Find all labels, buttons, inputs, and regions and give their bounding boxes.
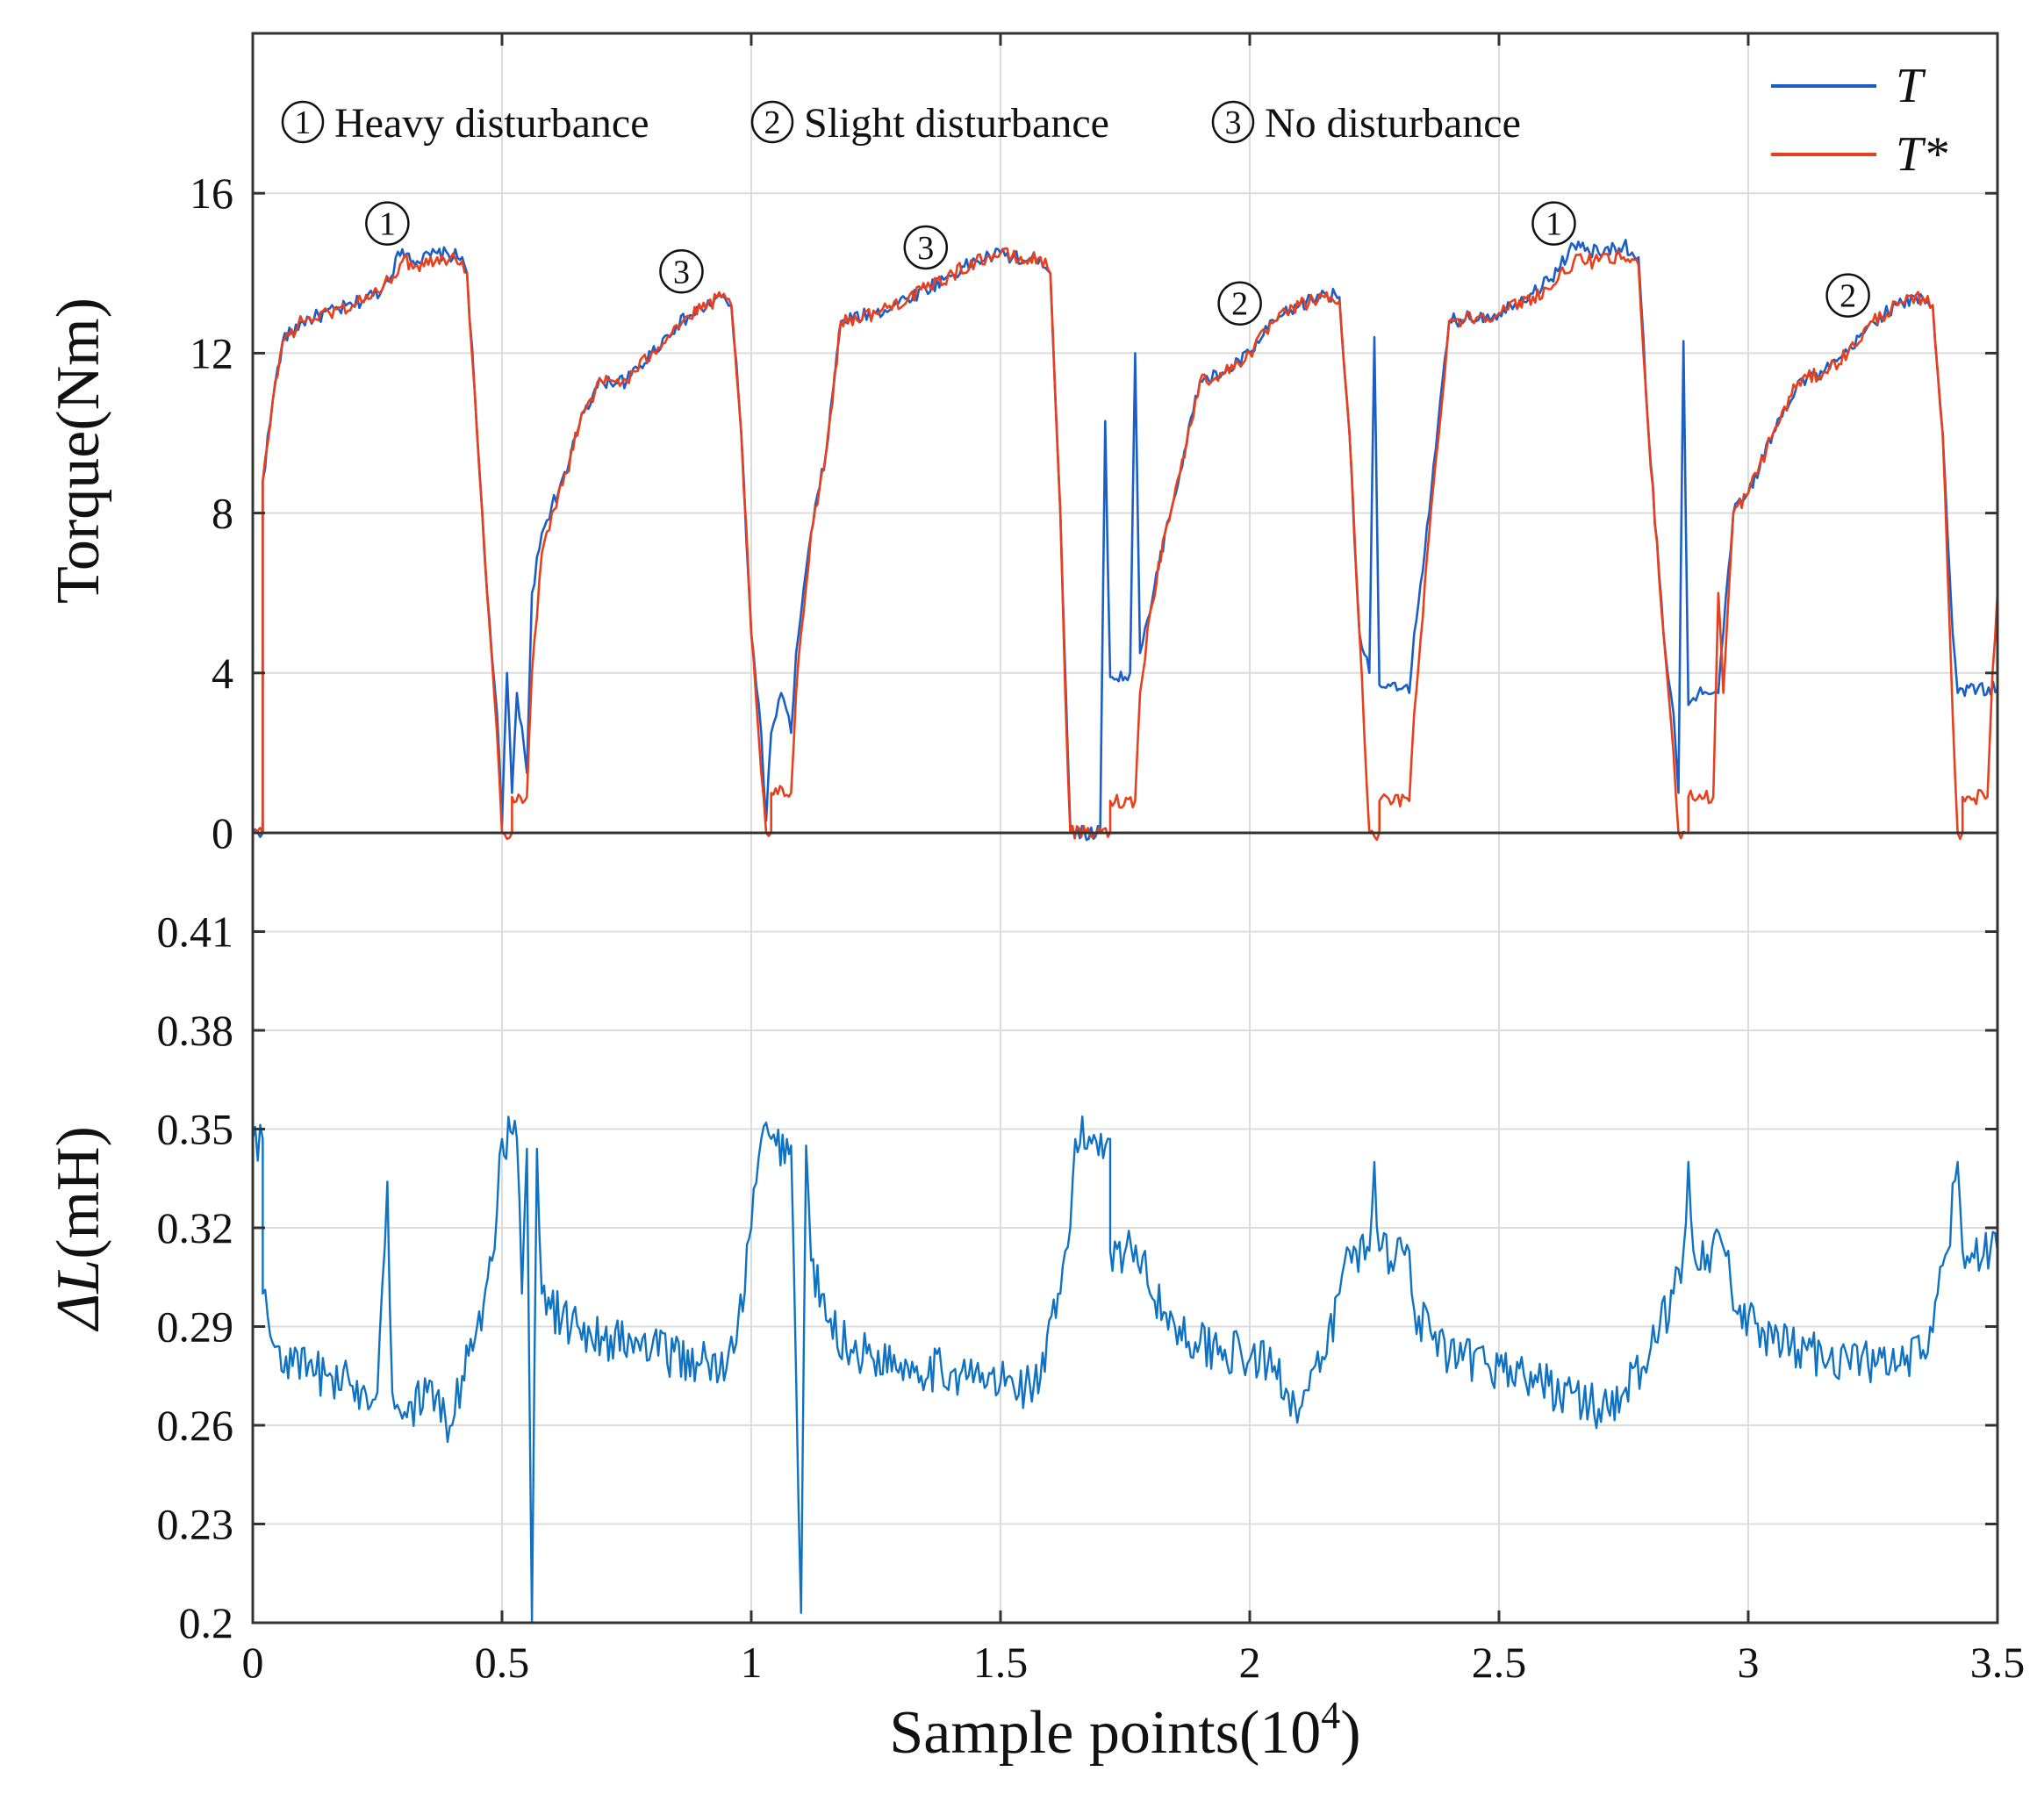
- top-grid: [252, 33, 1998, 834]
- annotation-label: Heavy disturbance: [334, 100, 649, 147]
- delta-l-symbol: ΔL: [45, 1259, 112, 1332]
- marker-number: 2: [1231, 286, 1248, 323]
- bottom-y-ticks: 0.2 0.23 0.26 0.29 0.32 0.35 0.38 0.41: [157, 907, 1997, 1647]
- bottom-y-tick-label: 0.2: [179, 1598, 234, 1647]
- bottom-y-tick-label: 0.23: [157, 1500, 234, 1549]
- circled-marker: 3: [659, 249, 704, 294]
- bottom-panel: 0.2 0.23 0.26 0.29 0.32 0.35 0.38 0.41 0 0.5 1 1.5…: [45, 33, 2025, 1767]
- annotation-circle: [1211, 100, 1255, 144]
- top-y-tick-label: 16: [190, 169, 233, 218]
- bottom-grid: [252, 833, 1998, 1624]
- marker-number: 3: [673, 254, 690, 290]
- bottom-y-tick-label: 0.38: [157, 1006, 234, 1055]
- x-ticks: 0 0.5 1 1.5 2 2.5 3 3.5: [242, 33, 2026, 1687]
- x-tick-label: 1.5: [973, 1638, 1029, 1687]
- marker-circle: [1217, 281, 1262, 326]
- annotation-item: 1 Heavy disturbance: [281, 100, 649, 147]
- legend-item: T*: [1771, 127, 1947, 182]
- x-tick-label: 1: [741, 1638, 763, 1687]
- annotation-circle: [750, 100, 794, 144]
- x-tick-label: 0: [242, 1638, 264, 1687]
- top-plot-frame: [251, 32, 1999, 835]
- series-line-t-star: [252, 247, 1999, 842]
- x-tick-label: 2: [1239, 1638, 1261, 1687]
- marker-circle: [903, 225, 949, 270]
- circled-marker: 2: [1825, 273, 1870, 318]
- legend: T T*: [1771, 59, 1947, 182]
- top-y-tick-label: 4: [212, 649, 233, 698]
- bottom-y-tick-label: 0.32: [157, 1203, 234, 1252]
- xlabel-close: ): [1340, 1699, 1360, 1767]
- marker-number: 2: [1840, 278, 1856, 315]
- bottom-y-tick-label: 0.41: [157, 907, 234, 957]
- legend-label: T: [1896, 59, 1926, 113]
- x-tick-label: 0.5: [475, 1638, 530, 1687]
- xlabel-main: Sample points(10: [889, 1699, 1321, 1767]
- xlabel-exponent: 4: [1321, 1694, 1340, 1737]
- top-y-tick-label: 0: [212, 808, 233, 857]
- marker-circle: [1825, 273, 1870, 318]
- circled-marker: 3: [903, 225, 949, 270]
- series-line-t: [251, 239, 1999, 842]
- legend-item: T: [1771, 59, 1926, 113]
- annotation-number: 2: [764, 104, 781, 141]
- annotation-item: 2 Slight disturbance: [750, 100, 1109, 147]
- marker-circle: [1531, 201, 1576, 246]
- annotation-number: 3: [1225, 104, 1242, 141]
- x-tick-label: 3.5: [1970, 1638, 2026, 1687]
- circled-marker: 2: [1217, 281, 1262, 326]
- x-tick-label: 3: [1738, 1638, 1760, 1687]
- series-line-delta-l: [251, 1115, 1999, 1624]
- legend-label: T*: [1896, 127, 1947, 182]
- circled-marker: 1: [1531, 201, 1576, 246]
- delta-l-unit: (mH): [45, 1126, 112, 1259]
- annotation-circle: [281, 100, 325, 144]
- marker-number: 1: [1546, 206, 1562, 243]
- marker-circle: [365, 201, 410, 246]
- annotation-item: 3 No disturbance: [1211, 100, 1521, 147]
- annotation-label: Slight disturbance: [804, 100, 1109, 147]
- marker-number: 1: [379, 206, 396, 243]
- sample-points-axis-label: Sample points(104): [889, 1694, 1360, 1767]
- annotation-label: No disturbance: [1265, 100, 1521, 147]
- circled-marker: 1: [365, 201, 410, 246]
- annotation-number: 1: [295, 104, 312, 141]
- disturbance-annotations: 1 Heavy disturbance 2 Slight disturbance 3 No…: [281, 100, 1521, 147]
- marker-number: 3: [917, 230, 934, 267]
- torque-axis-label: Torque(Nm): [45, 298, 112, 604]
- marker-circle: [659, 249, 704, 294]
- bottom-y-tick-label: 0.35: [157, 1105, 234, 1154]
- top-series: [251, 239, 1999, 842]
- bottom-y-tick-label: 0.26: [157, 1401, 234, 1450]
- bottom-y-tick-label: 0.29: [157, 1302, 234, 1352]
- x-tick-label: 2.5: [1472, 1638, 1527, 1687]
- bottom-series: [251, 1115, 1999, 1624]
- top-y-tick-label: 12: [190, 328, 233, 377]
- delta-l-axis-label: ΔL(mH): [45, 1126, 112, 1332]
- top-markers: 1 3 3 2 1 2: [365, 201, 1870, 326]
- top-y-tick-label: 8: [212, 489, 233, 538]
